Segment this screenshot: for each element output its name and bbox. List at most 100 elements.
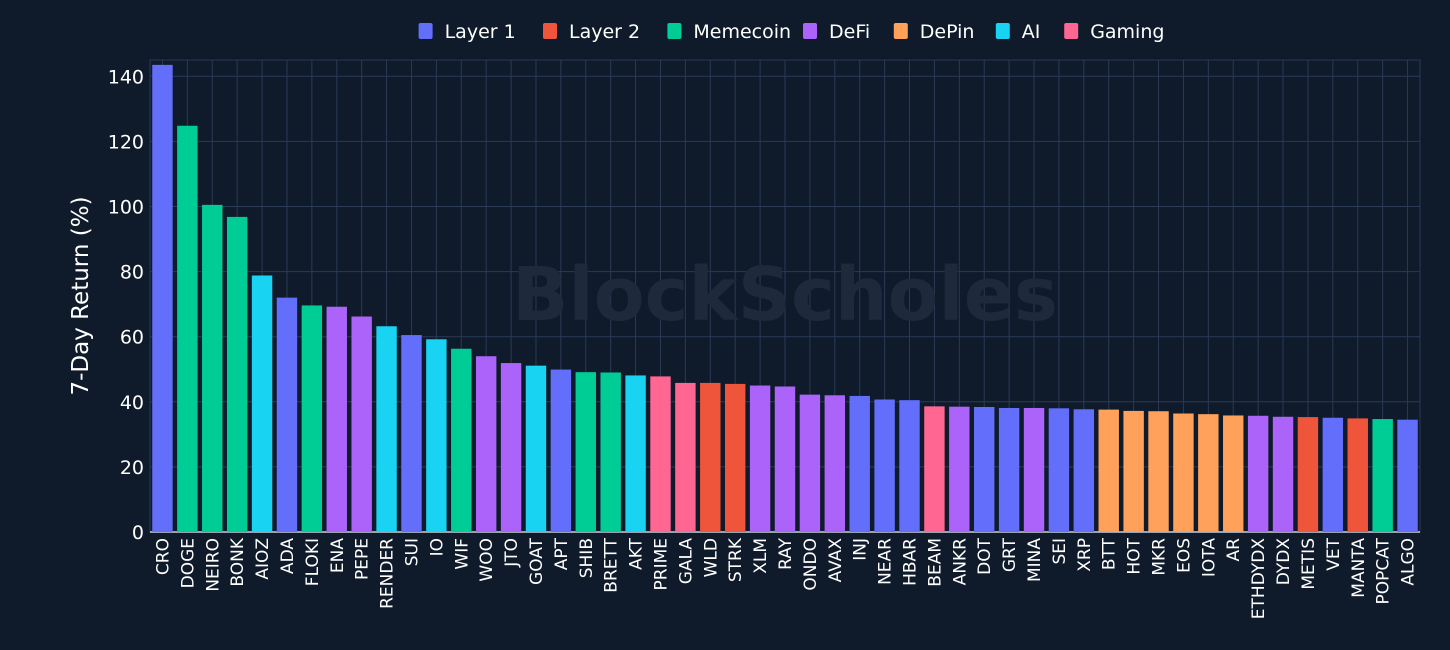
x-tick-label: SEI [1050, 538, 1070, 565]
bar-render[interactable] [376, 326, 397, 532]
y-tick-label: 60 [120, 327, 144, 349]
x-tick-label: FLOKI [303, 538, 323, 586]
x-tick-label: PRIME [651, 538, 671, 591]
bar-bonk[interactable] [226, 216, 248, 532]
legend-label: AI [1022, 21, 1041, 43]
x-tick-label: XLM [751, 538, 771, 574]
bar-prime[interactable] [650, 376, 671, 532]
y-tick-label: 100 [108, 196, 144, 218]
bar-apt[interactable] [550, 369, 572, 532]
x-tick-label: BONK [228, 537, 248, 586]
bar-ray[interactable] [774, 386, 796, 532]
bar-inj[interactable] [849, 395, 870, 532]
bar-pepe[interactable] [351, 316, 372, 532]
x-tick-label: EOS [1174, 538, 1194, 573]
bar-woo[interactable] [475, 356, 497, 532]
bar-xlm[interactable] [749, 385, 771, 532]
bar-floki[interactable] [301, 305, 323, 532]
bar-avax[interactable] [824, 395, 846, 532]
x-tick-label: GRT [1000, 537, 1020, 572]
legend-item-defi[interactable]: DeFi [803, 21, 870, 43]
bar-popcat[interactable] [1372, 419, 1393, 532]
bar-sei[interactable] [1048, 408, 1070, 532]
x-tick-label: AVAX [826, 538, 846, 583]
x-tick-label: METIS [1299, 538, 1319, 590]
bar-dydx[interactable] [1272, 416, 1294, 532]
bar-iota[interactable] [1198, 414, 1219, 532]
legend-swatch [1064, 23, 1079, 39]
x-tick-label: VET [1324, 537, 1344, 570]
x-tick-label: GOAT [527, 537, 547, 585]
x-tick-label: NEAR [876, 538, 896, 585]
x-tick-label: WOO [477, 538, 497, 582]
bar-vet[interactable] [1322, 417, 1344, 532]
legend-item-layer-2[interactable]: Layer 2 [543, 21, 640, 43]
bars [152, 64, 1418, 533]
x-tick-label: MINA [1025, 538, 1045, 582]
bar-ethdydx[interactable] [1247, 415, 1269, 532]
bar-ena[interactable] [326, 306, 347, 532]
bar-goat[interactable] [525, 365, 547, 532]
x-tick-label: ADA [278, 538, 298, 574]
x-tick-label: INJ [851, 538, 871, 561]
bar-io[interactable] [426, 339, 447, 532]
bar-ondo[interactable] [799, 394, 821, 532]
x-tick-label: SUI [402, 538, 422, 566]
legend-label: DeFi [829, 21, 870, 43]
legend-label: Gaming [1090, 21, 1164, 43]
bar-aioz[interactable] [251, 275, 273, 532]
x-tick-label: DYDX [1274, 538, 1294, 586]
legend-swatch [893, 23, 908, 39]
bar-beam[interactable] [924, 406, 945, 532]
legend-item-layer-1[interactable]: Layer 1 [418, 21, 516, 43]
legend-label: Memecoin [693, 21, 791, 43]
legend-item-gaming[interactable]: Gaming [1064, 21, 1164, 43]
x-tick-label: MANTA [1349, 538, 1369, 598]
bar-cro[interactable] [152, 64, 173, 532]
bar-hot[interactable] [1123, 410, 1144, 532]
bar-shib[interactable] [575, 372, 596, 532]
bar-jto[interactable] [500, 363, 522, 532]
x-tick-label: NEIRO [203, 538, 223, 592]
bar-akt[interactable] [625, 375, 646, 532]
bar-dot[interactable] [974, 407, 995, 532]
bar-neiro[interactable] [202, 204, 223, 533]
bar-mina[interactable] [1023, 407, 1045, 532]
x-tick-label: DOT [975, 537, 995, 574]
legend-swatch [543, 23, 557, 39]
y-tick-label: 20 [120, 457, 144, 479]
x-tick-label: WIF [452, 538, 472, 570]
bar-ada[interactable] [276, 297, 298, 532]
bar-mkr[interactable] [1148, 411, 1169, 532]
legend: Layer 1 Layer 2 Memecoin DeFi DePin AI Gaming [418, 21, 1164, 43]
x-tick-label: HBAR [901, 538, 921, 586]
bar-wld[interactable] [700, 382, 721, 532]
bar-gala[interactable] [675, 382, 696, 532]
bar-sui[interactable] [401, 335, 422, 532]
bar-eos[interactable] [1173, 413, 1194, 532]
bar-xrp[interactable] [1073, 409, 1095, 532]
legend-swatch [667, 23, 682, 39]
bar-btt[interactable] [1098, 409, 1119, 532]
bar-near[interactable] [874, 399, 895, 532]
bar-ar[interactable] [1223, 415, 1244, 532]
legend-item-depin[interactable]: DePin [893, 21, 975, 43]
bar-strk[interactable] [724, 383, 746, 532]
y-tick-label: 140 [108, 66, 144, 88]
x-tick-label: ALGO [1399, 538, 1419, 586]
bar-algo[interactable] [1397, 419, 1418, 532]
bar-grt[interactable] [998, 407, 1020, 532]
x-tick-label: JTO [502, 538, 522, 568]
bar-metis[interactable] [1297, 417, 1319, 532]
bar-manta[interactable] [1347, 418, 1368, 532]
x-tick-label: BTT [1100, 537, 1120, 570]
x-tick-label: MKR [1150, 538, 1170, 576]
bar-wif[interactable] [451, 348, 472, 532]
y-axis-ticks: 0 20 40 60 80 100 120 140 [108, 66, 144, 544]
bar-doge[interactable] [177, 125, 198, 532]
legend-item-ai[interactable]: AI [995, 21, 1041, 43]
bar-ankr[interactable] [949, 406, 970, 532]
bar-brett[interactable] [600, 372, 621, 533]
bar-hbar[interactable] [899, 400, 920, 532]
legend-item-memecoin[interactable]: Memecoin [667, 21, 791, 43]
